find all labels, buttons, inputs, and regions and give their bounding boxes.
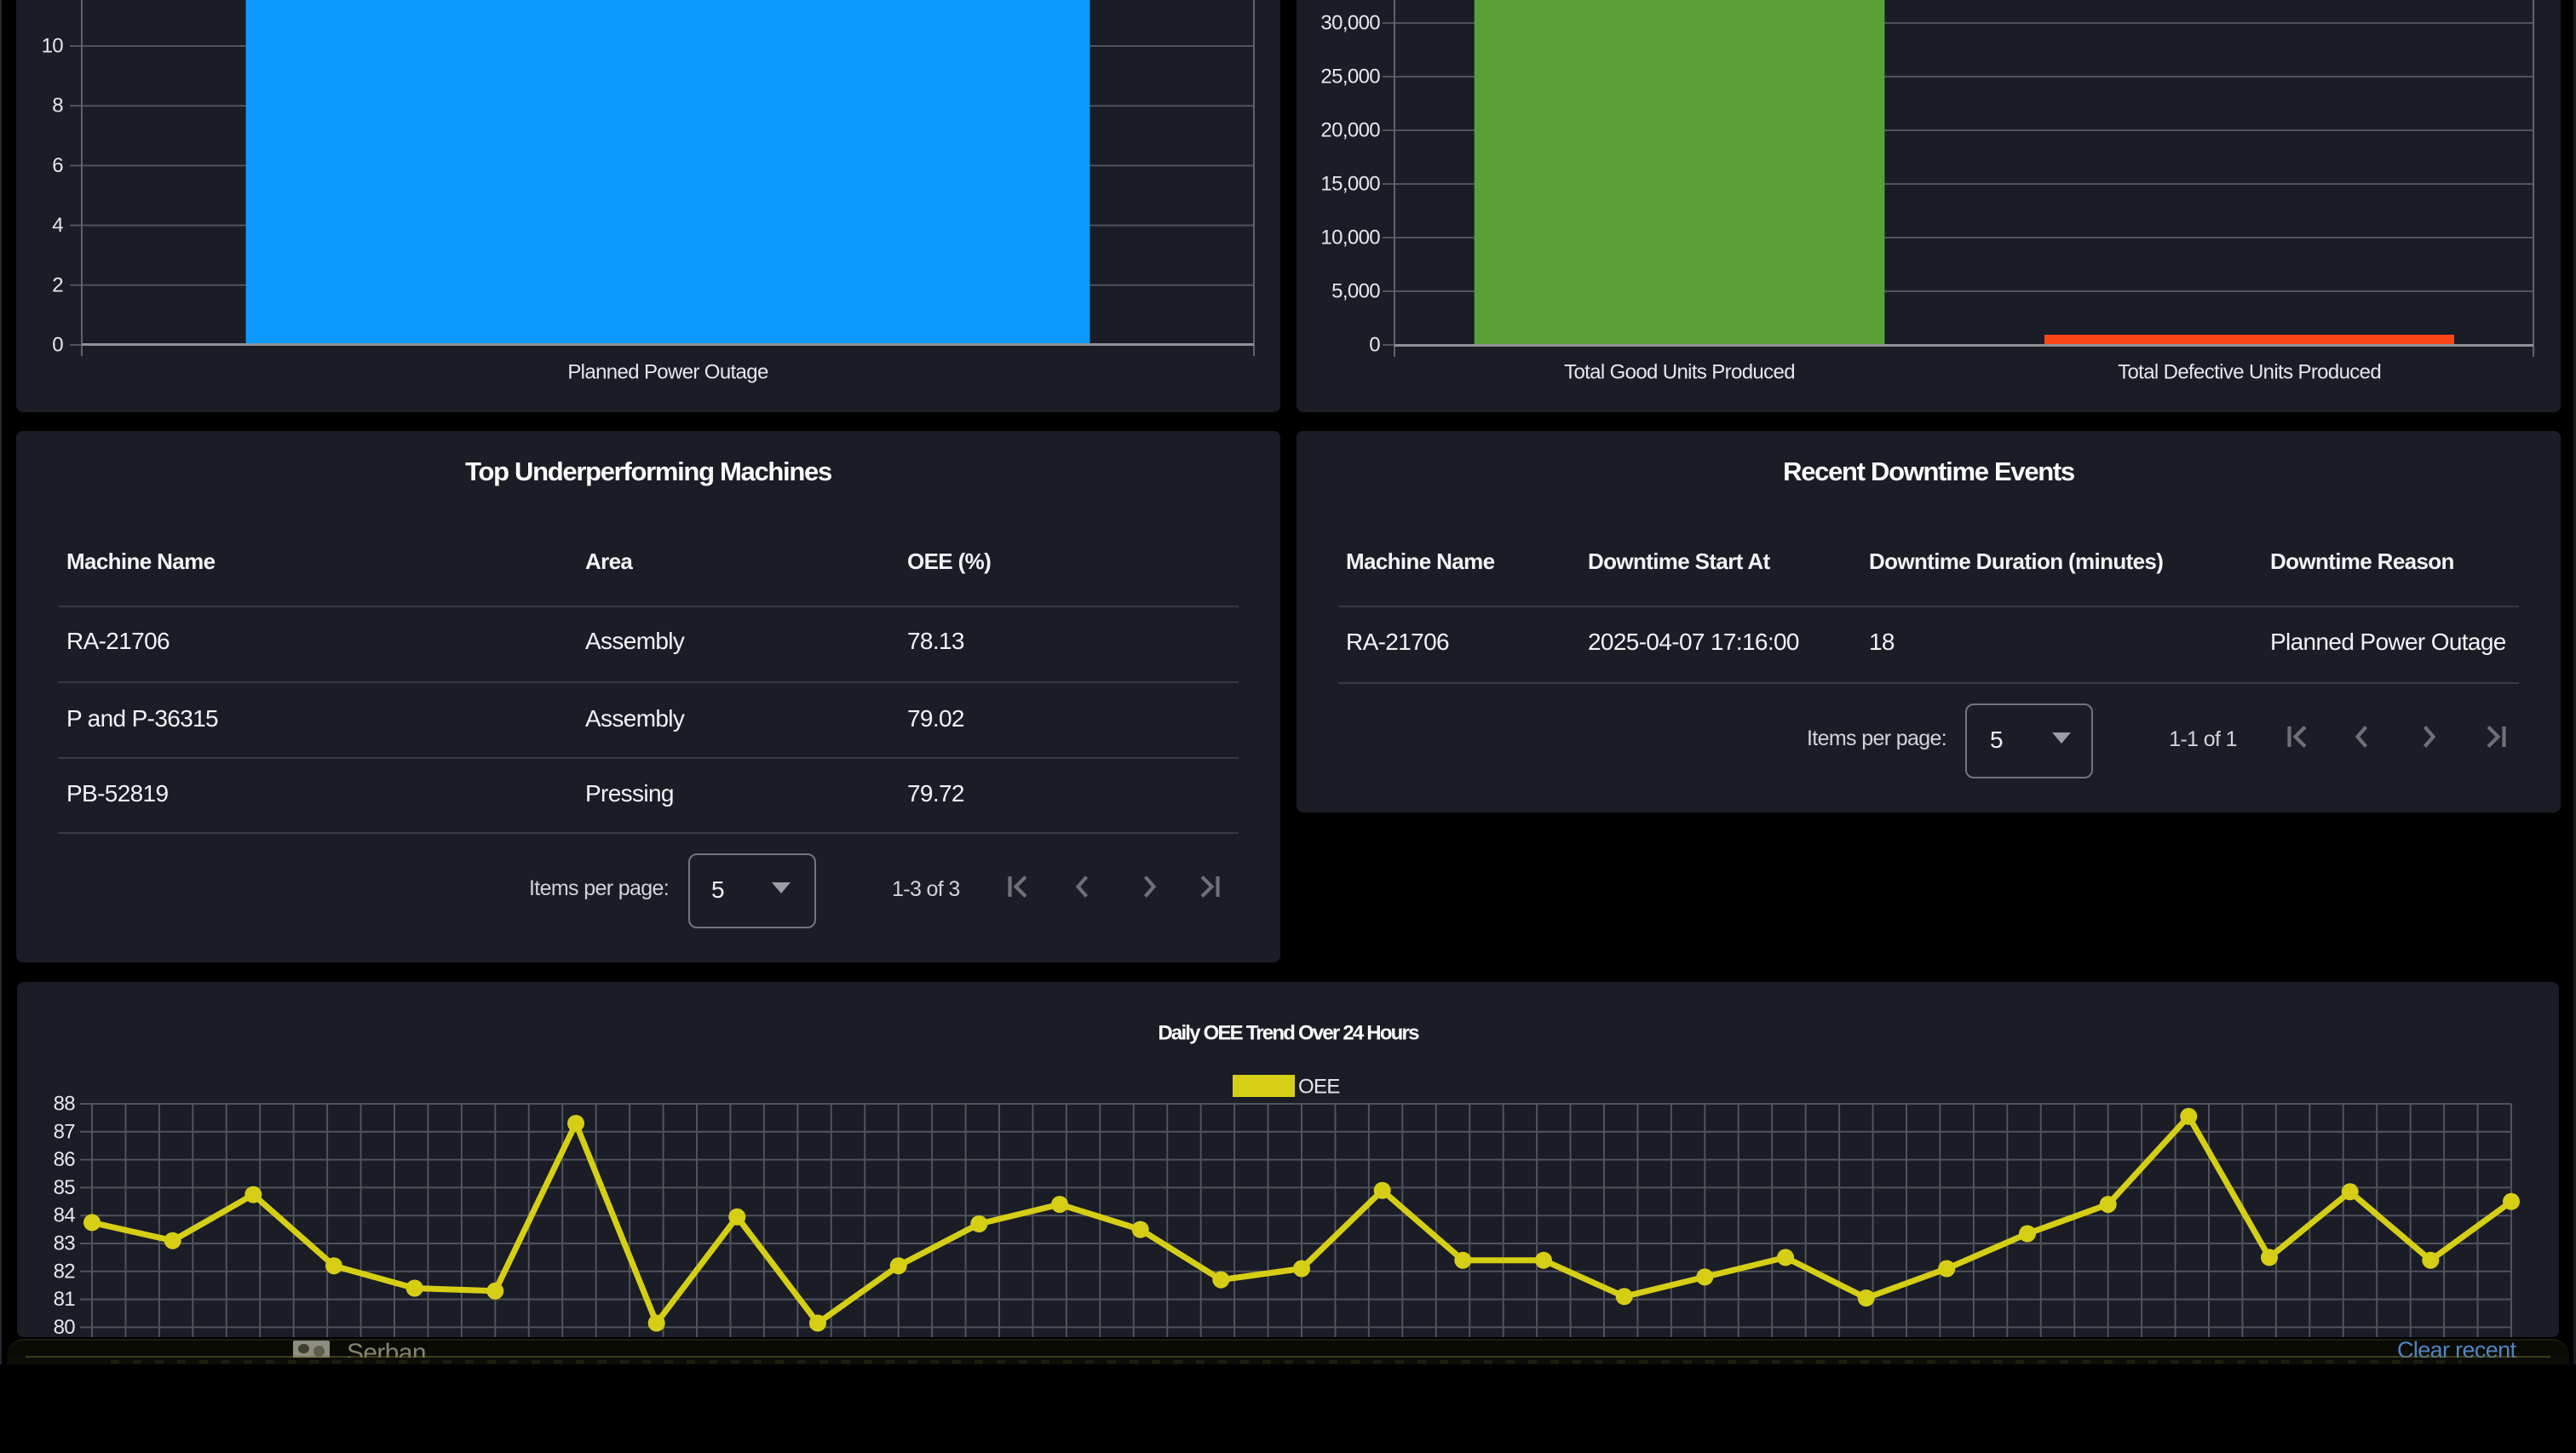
svg-text:0: 0	[52, 334, 63, 357]
svg-text:OEE: OEE	[1298, 1076, 1340, 1099]
svg-text:20,000: 20,000	[1320, 119, 1380, 142]
svg-text:82: 82	[54, 1260, 76, 1283]
svg-text:Daily OEE Trend Over 24 Hours: Daily OEE Trend Over 24 Hours	[1158, 1022, 1419, 1045]
svg-text:Total Defective Units Produced: Total Defective Units Produced	[2118, 361, 2381, 384]
svg-text:0: 0	[1369, 334, 1380, 357]
svg-text:15,000: 15,000	[1320, 173, 1380, 196]
svg-text:30,000: 30,000	[1320, 12, 1380, 35]
svg-text:80: 80	[54, 1316, 76, 1337]
svg-text:25,000: 25,000	[1320, 66, 1380, 89]
svg-text:87: 87	[54, 1120, 76, 1143]
svg-text:83: 83	[54, 1232, 76, 1255]
svg-text:5,000: 5,000	[1331, 280, 1380, 303]
svg-text:10,000: 10,000	[1320, 227, 1380, 250]
svg-text:88: 88	[54, 1093, 76, 1116]
svg-text:6: 6	[52, 154, 63, 177]
svg-text:8: 8	[52, 95, 63, 118]
svg-text:10: 10	[42, 35, 64, 58]
svg-text:2: 2	[52, 273, 63, 296]
svg-text:85: 85	[54, 1176, 76, 1199]
svg-text:86: 86	[54, 1148, 76, 1171]
svg-text:Planned Power Outage: Planned Power Outage	[567, 361, 768, 384]
svg-text:81: 81	[54, 1288, 76, 1311]
svg-text:84: 84	[54, 1204, 76, 1227]
svg-text:Total Good Units Produced: Total Good Units Produced	[1564, 361, 1795, 384]
svg-text:4: 4	[52, 214, 63, 237]
